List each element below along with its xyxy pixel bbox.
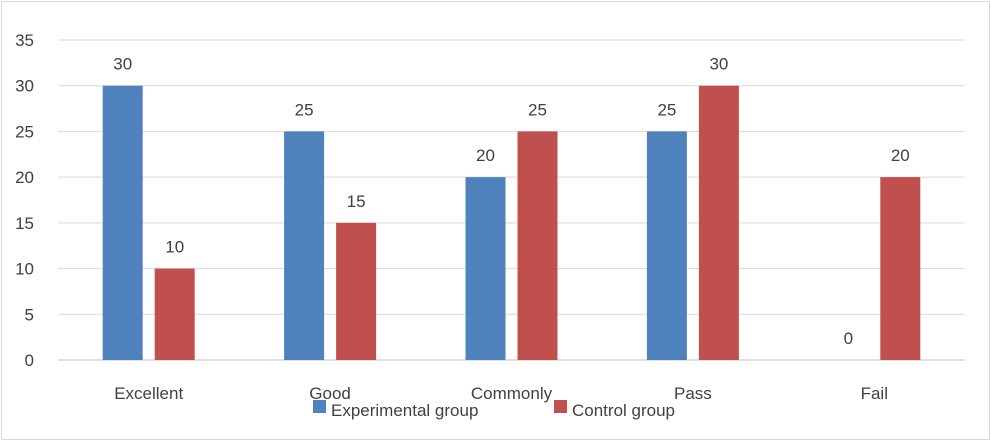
data-label: 0 [844,329,853,348]
data-label: 20 [476,146,495,165]
y-tick-label: 10 [15,260,34,279]
bar-experimental [102,85,143,360]
bar-experimental [646,131,687,360]
data-label: 20 [891,146,910,165]
legend-label: Control group [572,401,675,420]
bar-control [154,268,195,360]
data-label: 10 [165,238,184,257]
y-tick-label: 25 [15,122,34,141]
x-tick-label: Pass [674,384,712,403]
data-label: 30 [113,55,132,74]
legend-swatch [554,400,567,413]
x-tick-label: Commonly [471,384,553,403]
y-tick-label: 0 [25,351,34,370]
bar-experimental [284,131,325,360]
bar-control [880,177,921,360]
y-tick-label: 30 [15,77,34,96]
data-label: 15 [347,192,366,211]
y-tick-label: 35 [15,31,34,50]
data-label: 25 [657,100,676,119]
x-tick-label: Good [309,384,351,403]
bar-control [517,131,558,360]
bar-control [336,222,377,360]
legend-label: Experimental group [331,401,478,420]
bar-control [698,85,739,360]
y-tick-label: 20 [15,168,34,187]
data-label: 30 [709,55,728,74]
data-label: 25 [528,100,547,119]
legend-swatch [313,400,326,413]
y-tick-label: 15 [15,214,34,233]
y-tick-label: 5 [25,305,34,324]
data-label: 25 [295,100,314,119]
x-tick-label: Excellent [114,384,183,403]
x-tick-label: Fail [861,384,888,403]
bar-experimental [465,177,506,360]
